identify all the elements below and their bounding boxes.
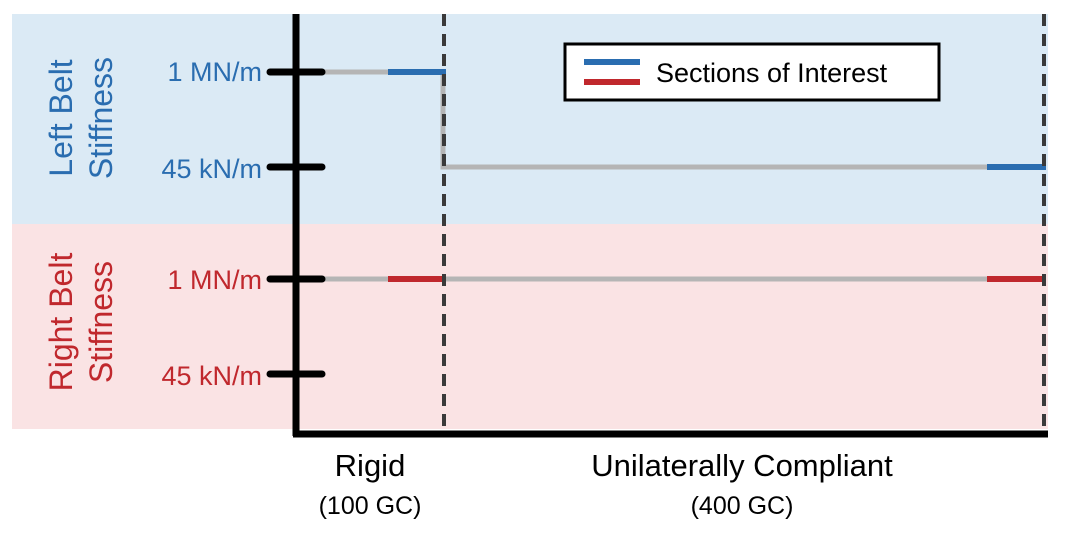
- left-belt-title: Left Belt Stiffness: [43, 57, 119, 179]
- phase-compliant-label: Unilaterally Compliant: [591, 448, 893, 483]
- right-tick-label-high: 1 MN/m: [168, 265, 263, 295]
- legend-box: [563, 42, 941, 102]
- right-belt-title: Right Belt Stiffness: [43, 253, 119, 392]
- legend-label: Sections of Interest: [656, 58, 888, 88]
- legend: Sections of Interest: [563, 42, 941, 102]
- left-belt-title-line1: Left Belt: [43, 59, 79, 177]
- phase-rigid-label: Rigid: [335, 448, 406, 483]
- right-belt-title-line1: Right Belt: [43, 253, 79, 392]
- left-tick-label-low: 45 kN/m: [161, 154, 262, 184]
- right-tick-label-low: 45 kN/m: [161, 361, 262, 391]
- axes: [266, 14, 1048, 438]
- right-belt-title-line2: Stiffness: [83, 261, 119, 383]
- right-belt-region: [12, 224, 1048, 429]
- phase-compliant-detail: (400 GC): [691, 492, 794, 520]
- left-tick-label-high: 1 MN/m: [168, 57, 263, 87]
- left-belt-title-line2: Stiffness: [83, 57, 119, 179]
- phase-rigid-detail: (100 GC): [319, 492, 422, 520]
